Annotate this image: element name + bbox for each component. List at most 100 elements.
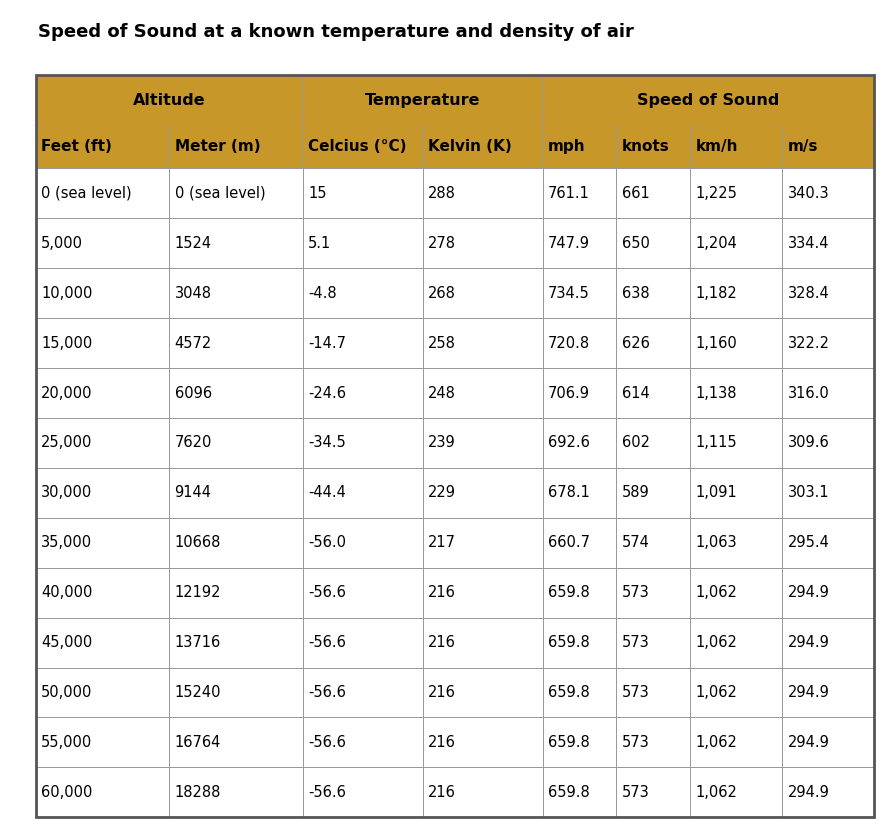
Bar bbox=[36, 269, 169, 319]
Bar bbox=[169, 468, 303, 518]
Bar bbox=[690, 767, 782, 817]
Text: -56.6: -56.6 bbox=[308, 585, 346, 600]
Text: 659.8: 659.8 bbox=[548, 785, 590, 800]
Text: 692.6: 692.6 bbox=[548, 435, 590, 450]
Text: 268: 268 bbox=[428, 286, 456, 301]
Text: 1524: 1524 bbox=[174, 236, 212, 251]
Bar bbox=[543, 368, 617, 418]
Bar bbox=[690, 468, 782, 518]
Text: 294.9: 294.9 bbox=[788, 585, 830, 600]
Bar bbox=[690, 667, 782, 717]
Bar bbox=[690, 168, 782, 219]
Text: 5.1: 5.1 bbox=[308, 236, 332, 251]
Text: 239: 239 bbox=[428, 435, 456, 450]
Text: -56.0: -56.0 bbox=[308, 535, 346, 550]
Bar bbox=[169, 667, 303, 717]
Text: 18288: 18288 bbox=[174, 785, 221, 800]
Bar bbox=[782, 667, 874, 717]
Text: 309.6: 309.6 bbox=[788, 435, 830, 450]
Text: 574: 574 bbox=[622, 535, 650, 550]
Text: km/h: km/h bbox=[696, 139, 738, 154]
Bar bbox=[169, 418, 303, 468]
Text: -4.8: -4.8 bbox=[308, 286, 337, 301]
Bar bbox=[617, 618, 690, 667]
Text: 1,115: 1,115 bbox=[696, 435, 738, 450]
Text: 60,000: 60,000 bbox=[41, 785, 92, 800]
Bar bbox=[690, 319, 782, 368]
Text: -56.6: -56.6 bbox=[308, 735, 346, 750]
Text: Kelvin (K): Kelvin (K) bbox=[428, 139, 511, 154]
Text: 35,000: 35,000 bbox=[41, 535, 92, 550]
Text: 334.4: 334.4 bbox=[788, 236, 830, 251]
Text: -24.6: -24.6 bbox=[308, 385, 346, 400]
Bar bbox=[782, 168, 874, 219]
Bar bbox=[423, 368, 543, 418]
Text: 15240: 15240 bbox=[174, 685, 221, 700]
Bar bbox=[169, 717, 303, 767]
Text: 660.7: 660.7 bbox=[548, 535, 590, 550]
Bar bbox=[782, 618, 874, 667]
Bar bbox=[303, 468, 423, 518]
Bar bbox=[690, 717, 782, 767]
Text: 661: 661 bbox=[622, 186, 650, 201]
Text: 30,000: 30,000 bbox=[41, 485, 92, 500]
Bar bbox=[303, 219, 423, 269]
Bar bbox=[782, 518, 874, 568]
Bar bbox=[36, 368, 169, 418]
Text: 216: 216 bbox=[428, 585, 456, 600]
Bar bbox=[543, 568, 617, 618]
Text: 659.8: 659.8 bbox=[548, 735, 590, 750]
Bar bbox=[617, 518, 690, 568]
Text: 295.4: 295.4 bbox=[788, 535, 830, 550]
Bar bbox=[169, 168, 303, 219]
Text: 13716: 13716 bbox=[174, 636, 221, 651]
Text: -34.5: -34.5 bbox=[308, 435, 346, 450]
Text: 1,062: 1,062 bbox=[696, 685, 738, 700]
Bar bbox=[36, 767, 169, 817]
Bar bbox=[36, 168, 169, 219]
Bar bbox=[169, 368, 303, 418]
Text: 20,000: 20,000 bbox=[41, 385, 93, 400]
Bar bbox=[782, 125, 874, 168]
Bar bbox=[617, 168, 690, 219]
Text: 294.9: 294.9 bbox=[788, 636, 830, 651]
Text: 1,091: 1,091 bbox=[696, 485, 738, 500]
Text: m/s: m/s bbox=[788, 139, 818, 154]
Text: mph: mph bbox=[548, 139, 586, 154]
Text: 216: 216 bbox=[428, 685, 456, 700]
Bar bbox=[169, 767, 303, 817]
Bar bbox=[169, 618, 303, 667]
Text: 1,062: 1,062 bbox=[696, 785, 738, 800]
Bar bbox=[36, 75, 303, 125]
Text: 573: 573 bbox=[622, 785, 650, 800]
Bar bbox=[303, 269, 423, 319]
Bar bbox=[543, 767, 617, 817]
Text: 248: 248 bbox=[428, 385, 456, 400]
Bar bbox=[782, 418, 874, 468]
Bar bbox=[303, 368, 423, 418]
Bar bbox=[617, 568, 690, 618]
Text: 761.1: 761.1 bbox=[548, 186, 590, 201]
Text: 50,000: 50,000 bbox=[41, 685, 92, 700]
Bar bbox=[543, 468, 617, 518]
Bar bbox=[169, 125, 303, 168]
Bar bbox=[169, 518, 303, 568]
Bar bbox=[690, 269, 782, 319]
Bar bbox=[543, 667, 617, 717]
Bar bbox=[303, 618, 423, 667]
Bar bbox=[423, 518, 543, 568]
Text: Feet (ft): Feet (ft) bbox=[41, 139, 112, 154]
Text: 10,000: 10,000 bbox=[41, 286, 92, 301]
Text: -44.4: -44.4 bbox=[308, 485, 346, 500]
Text: 1,062: 1,062 bbox=[696, 735, 738, 750]
Bar bbox=[303, 767, 423, 817]
Bar bbox=[782, 368, 874, 418]
Bar bbox=[617, 319, 690, 368]
Text: 216: 216 bbox=[428, 785, 456, 800]
Text: 573: 573 bbox=[622, 636, 650, 651]
Text: Speed of Sound at a known temperature and density of air: Speed of Sound at a known temperature an… bbox=[38, 23, 634, 42]
Text: -56.6: -56.6 bbox=[308, 785, 346, 800]
Text: 573: 573 bbox=[622, 735, 650, 750]
Text: 573: 573 bbox=[622, 585, 650, 600]
Bar bbox=[617, 418, 690, 468]
